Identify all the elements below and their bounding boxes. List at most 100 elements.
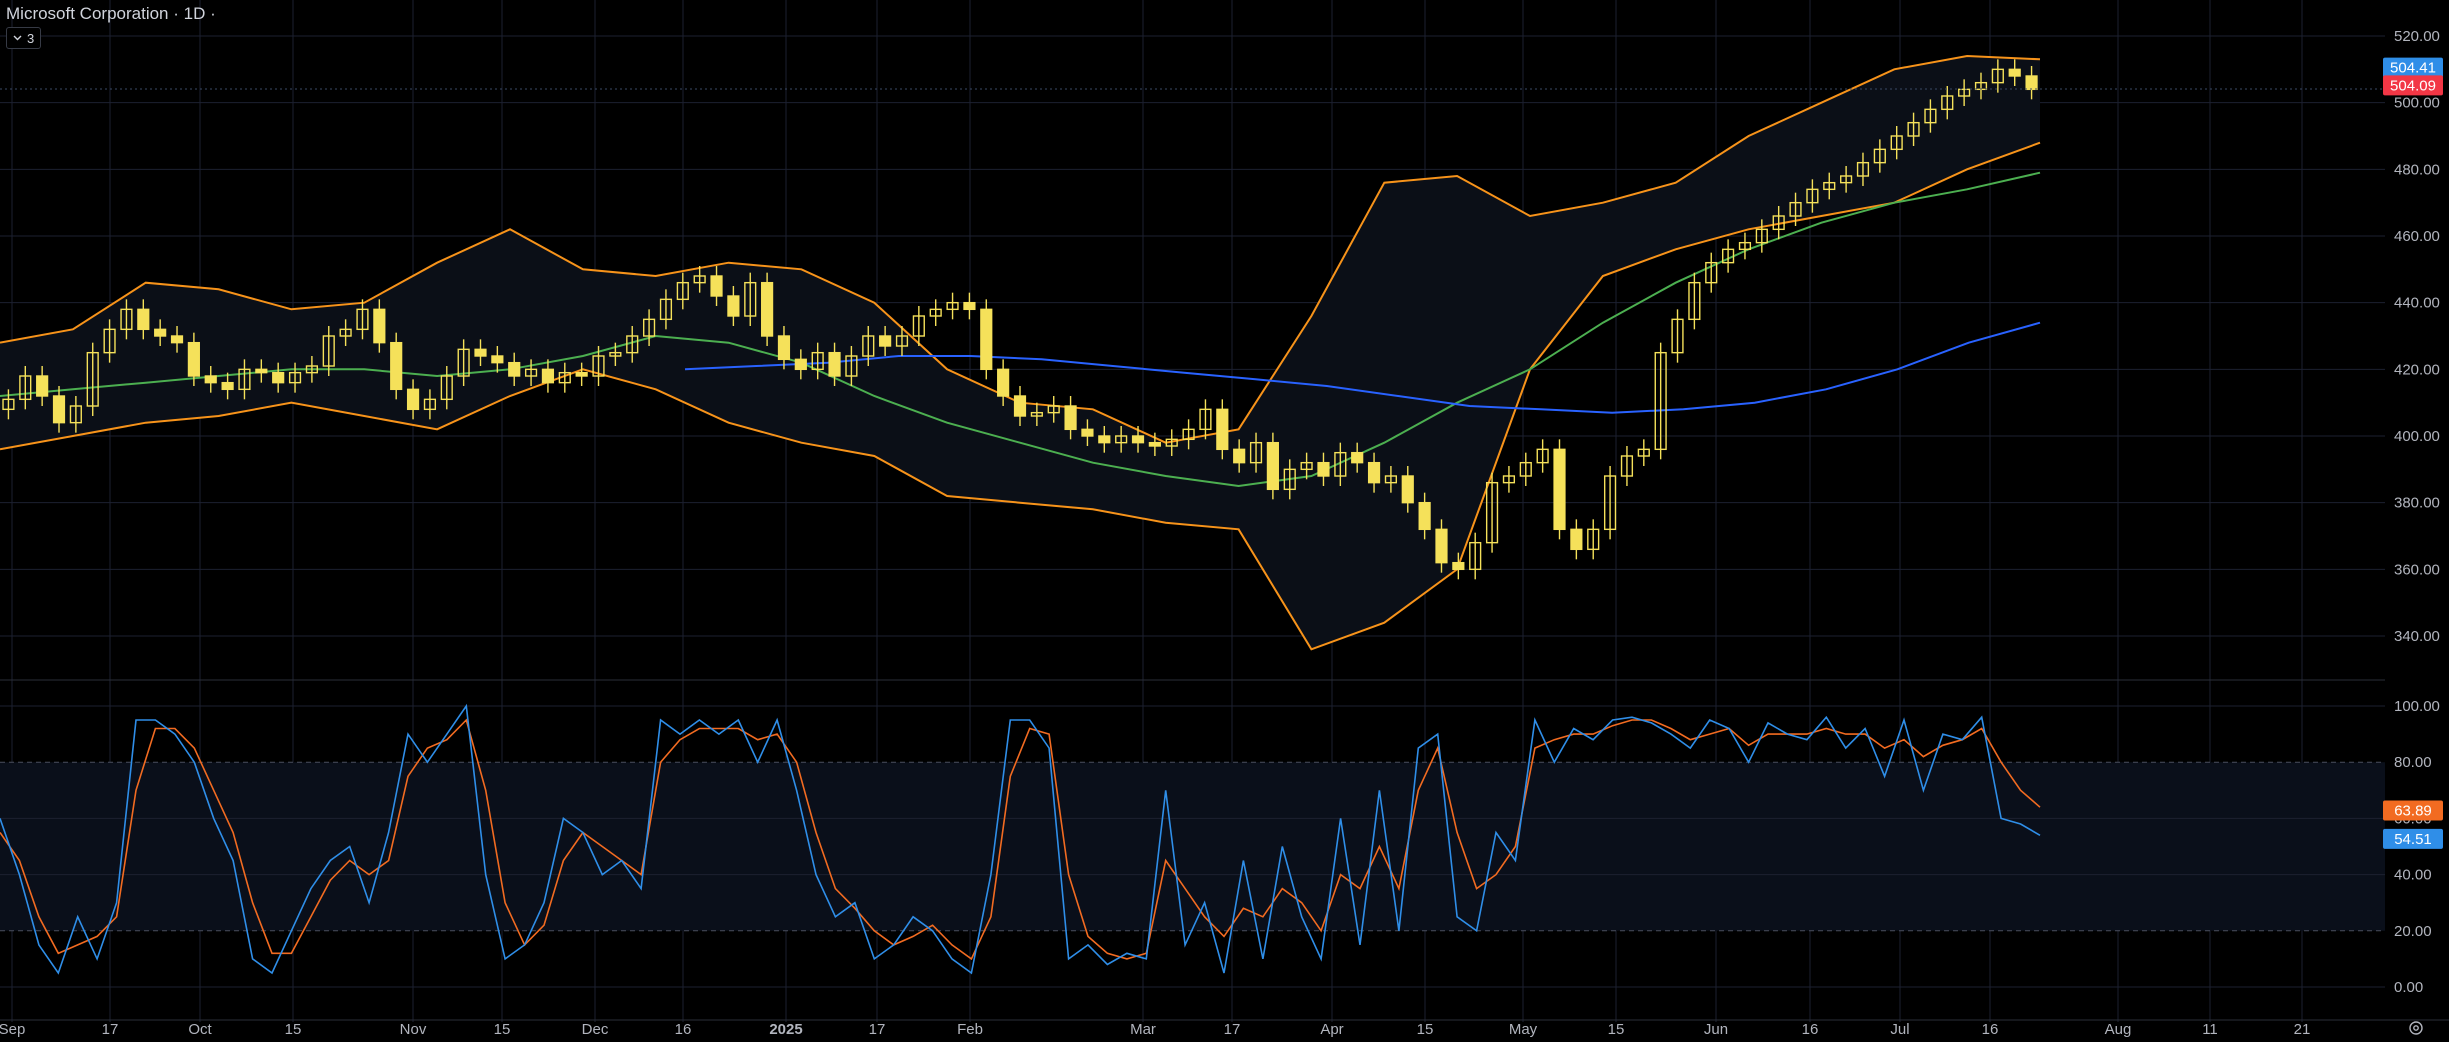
gear-icon[interactable]: [2406, 1018, 2426, 1038]
price-tick-label: 460.00: [2394, 228, 2440, 245]
candle-body: [1165, 438, 1178, 447]
candle-body: [626, 335, 639, 354]
candle-body: [1401, 475, 1414, 504]
candle-body: [862, 335, 875, 357]
candle-body: [1384, 475, 1398, 484]
candle-body: [895, 335, 909, 347]
candle-body: [794, 358, 807, 371]
time-tick-label: 2025: [769, 1021, 802, 1038]
time-tick-label: 17: [869, 1021, 886, 1038]
candle-body: [272, 371, 285, 384]
candle-body: [828, 351, 841, 377]
candle-body: [1705, 261, 1718, 284]
candle-body: [642, 318, 656, 337]
time-tick-label: 15: [1417, 1021, 1434, 1038]
candle-body: [406, 388, 420, 411]
candle-body: [946, 301, 959, 311]
candle-body: [356, 308, 369, 331]
candle-body: [1098, 435, 1111, 444]
candle-body: [963, 301, 976, 311]
candle-body: [1789, 201, 1802, 217]
candle-body: [761, 281, 774, 337]
ma-green-line: [0, 171, 2041, 488]
candle-body: [1688, 281, 1701, 321]
candle-body: [288, 371, 302, 384]
candle-body: [52, 395, 66, 424]
candle-body: [1806, 188, 1819, 204]
candle-body: [912, 315, 925, 337]
candle-body: [1148, 441, 1161, 447]
chevron-down-icon: [13, 35, 22, 41]
candle-body: [727, 295, 740, 317]
price-tick-label: 400.00: [2394, 428, 2440, 445]
time-tick-label: 11: [2202, 1021, 2218, 1038]
candle-body: [811, 351, 824, 371]
candle-body: [137, 308, 150, 331]
candle-body: [1317, 461, 1330, 477]
time-tick-label: 15: [494, 1021, 511, 1038]
candle-body: [1351, 451, 1364, 464]
candle-body: [592, 355, 605, 377]
candle-body: [1991, 68, 2004, 84]
candle-body: [1570, 528, 1583, 551]
candle-body: [1536, 448, 1549, 464]
candle-body: [744, 281, 757, 317]
candle-body: [1435, 528, 1448, 564]
price-tick-label: 380.00: [2394, 495, 2440, 512]
candle-body: [204, 375, 217, 384]
time-tick-label: 16: [1802, 1021, 1819, 1038]
candle-body: [1199, 408, 1212, 431]
candle-body: [120, 308, 133, 331]
time-tick-label: 17: [1224, 1021, 1241, 1038]
candle-body: [845, 355, 858, 377]
candle-body: [1924, 108, 1937, 124]
candle-body: [1485, 481, 1499, 544]
price-last-badge-bg: [2383, 75, 2443, 96]
price-tick-label: 500.00: [2394, 95, 2440, 112]
candle-body: [322, 335, 335, 367]
candle-body: [423, 398, 437, 411]
indicators-collapse-button[interactable]: 3: [6, 27, 42, 49]
candle-body: [879, 335, 892, 347]
candle-body: [1755, 228, 1768, 244]
candle-body: [474, 348, 487, 357]
candle-body: [187, 341, 200, 377]
stoch-d-badge-bg: [2383, 800, 2443, 821]
candle-body: [997, 368, 1010, 397]
candle-body: [440, 375, 453, 401]
osc-tick-label: 100.00: [2394, 698, 2440, 715]
candle-body: [1418, 501, 1431, 531]
candle-body: [1115, 435, 1128, 444]
candle-body: [154, 328, 167, 337]
time-tick-label: 17: [102, 1021, 119, 1038]
candle-body: [339, 328, 352, 337]
candle-body: [221, 381, 234, 391]
time-tick-label: Mar: [1130, 1021, 1156, 1038]
chart-title: Microsoft Corporation · 1D ·: [6, 4, 216, 23]
stoch-k-line: [0, 703, 2041, 975]
time-tick-label: 15: [285, 1021, 302, 1038]
candle-body: [676, 281, 689, 301]
candle-body: [1216, 408, 1229, 451]
candle-body: [1603, 475, 1617, 531]
osc-tick-label: 80.00: [2394, 754, 2432, 771]
time-tick-label: Feb: [957, 1021, 983, 1038]
candle-body: [929, 308, 942, 317]
candle-body: [390, 341, 403, 391]
candle-body: [1081, 428, 1094, 437]
candle-body: [1637, 448, 1650, 457]
candle-body: [1823, 181, 1836, 191]
candle-body: [255, 368, 268, 374]
stoch-d-badge: 63.89: [2394, 802, 2432, 819]
price-tick-label: 440.00: [2394, 295, 2440, 312]
candle-body: [609, 351, 622, 357]
candle-body: [1654, 351, 1667, 451]
stoch-band-fill: [0, 762, 2385, 931]
candle-body: [710, 275, 723, 297]
osc-tick-label: 0.00: [2394, 979, 2423, 996]
candle-body: [69, 405, 82, 424]
bollinger-band-fill: [0, 56, 2040, 650]
price-last-badge: 504.09: [2390, 77, 2436, 94]
candle-body: [2008, 68, 2021, 77]
